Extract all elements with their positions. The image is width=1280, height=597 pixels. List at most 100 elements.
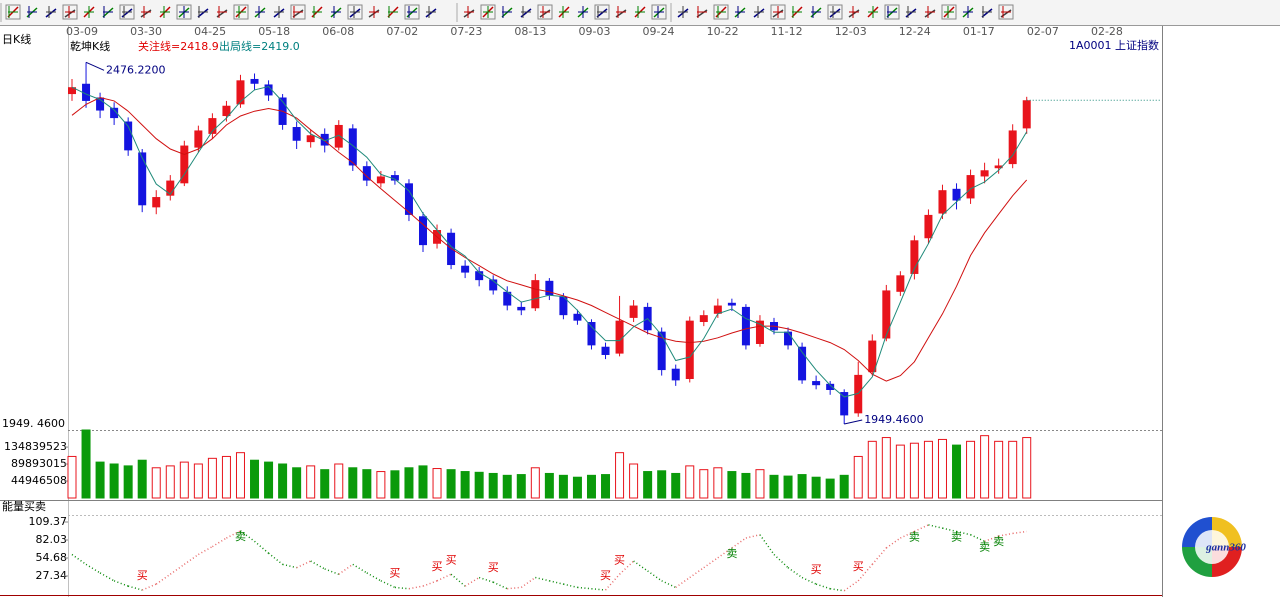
indicator-segment <box>282 563 297 569</box>
indicator-segment <box>310 560 326 570</box>
volume-bar <box>741 472 751 499</box>
indicator-segment <box>99 572 115 582</box>
volume-bar <box>629 463 639 499</box>
date-label: 12-03 <box>835 25 867 38</box>
volume-bar <box>81 429 91 499</box>
indicator-segment <box>759 534 775 555</box>
volume-bar <box>193 463 203 499</box>
icon-frame <box>941 4 957 20</box>
indicator-segment <box>380 580 396 589</box>
candle-body <box>587 322 596 346</box>
icon-frame <box>884 4 900 20</box>
symbol: 1A0001 上证指数 <box>1069 38 1159 52</box>
date-label: 10-22 <box>707 25 739 38</box>
candle-body <box>573 313 582 321</box>
candle-body <box>784 331 793 346</box>
indicator-segment <box>324 568 340 575</box>
candle-body <box>461 265 470 273</box>
volume-bar <box>109 463 119 499</box>
date-label: 02-07 <box>1027 25 1059 38</box>
candle-body <box>896 275 905 292</box>
volume-bar <box>713 467 723 499</box>
candle-body <box>404 183 413 215</box>
volume-bar <box>895 444 905 499</box>
candle-body <box>124 121 133 151</box>
logo-center <box>1195 530 1229 564</box>
indicator-segment <box>478 576 494 583</box>
candle-body <box>96 97 105 111</box>
candle-body <box>699 315 708 323</box>
indicator-segment <box>366 572 382 582</box>
volume-bar <box>937 438 947 499</box>
volume-bar <box>586 474 596 499</box>
indicator-segment <box>956 530 971 536</box>
indicator-segment <box>717 547 733 559</box>
volume-bar <box>769 474 779 499</box>
indicator-segment <box>647 570 663 582</box>
signal-label: 卖 <box>726 547 737 560</box>
indicator-segment <box>226 530 241 539</box>
indicator-segment <box>745 534 761 539</box>
icon-frame <box>537 4 553 20</box>
candle-body <box>320 133 329 146</box>
signal-label: 买 <box>446 553 457 566</box>
volume-bar <box>572 476 582 499</box>
icon-frame <box>713 4 729 20</box>
signal-label: 买 <box>853 560 864 573</box>
volume-bar <box>137 459 147 499</box>
icon-stroke <box>425 8 437 18</box>
volume-bar <box>727 471 737 499</box>
indicator-segment <box>703 557 719 569</box>
date-label: 12-24 <box>899 25 931 38</box>
indicator-tick-label: 27.34 <box>36 569 68 582</box>
indicator-segment <box>338 563 354 575</box>
indicator-segment <box>871 547 887 565</box>
icon-frame <box>480 4 496 20</box>
candle-body <box>713 305 722 314</box>
indicator-segment <box>970 534 985 543</box>
indicator-segment <box>155 573 171 585</box>
indicator-segment <box>914 524 929 533</box>
volume-bar <box>530 467 540 499</box>
icon-frame <box>5 4 21 20</box>
indicator-segment <box>998 532 1013 537</box>
volume-bar <box>544 472 554 499</box>
indicator-segment <box>394 586 410 590</box>
candle-body <box>531 280 540 309</box>
icon-stroke <box>349 8 361 18</box>
candle-body <box>110 107 119 119</box>
volume-bar <box>264 461 274 499</box>
signal-label: 买 <box>389 566 400 579</box>
candle-body <box>348 128 357 166</box>
indicator-tick-label: 54.68 <box>36 551 68 564</box>
indicator-segment <box>591 587 606 591</box>
candle-body <box>685 320 694 380</box>
indicator-segment <box>942 527 957 533</box>
icon-stroke <box>753 8 765 18</box>
candle-body <box>208 118 217 134</box>
indicator-segment <box>141 583 157 591</box>
volume-bar <box>123 465 133 499</box>
icon-frame <box>651 4 667 20</box>
volume-bar <box>446 469 456 499</box>
signal-label: 卖 <box>951 530 962 543</box>
price-axis-label: 1949. 4600 <box>2 417 65 430</box>
indicator-segment <box>127 585 143 591</box>
indicator-segment <box>661 580 677 589</box>
candle-body <box>222 105 231 117</box>
signal-label: 买 <box>488 561 499 574</box>
candle-body <box>82 83 91 101</box>
candle-body <box>798 346 807 381</box>
icon-frame <box>594 4 610 20</box>
indicator-segment <box>254 540 270 554</box>
volume-bar <box>615 452 625 499</box>
candle-body <box>868 340 877 373</box>
volume-bar <box>867 440 877 499</box>
date-label: 01-17 <box>963 25 995 38</box>
icon-frame <box>770 4 786 20</box>
icon-stroke <box>924 9 936 18</box>
candle-body <box>334 124 343 148</box>
indicator-segment <box>520 576 536 589</box>
icon-frame <box>233 4 249 20</box>
indicator-segment <box>535 576 550 582</box>
